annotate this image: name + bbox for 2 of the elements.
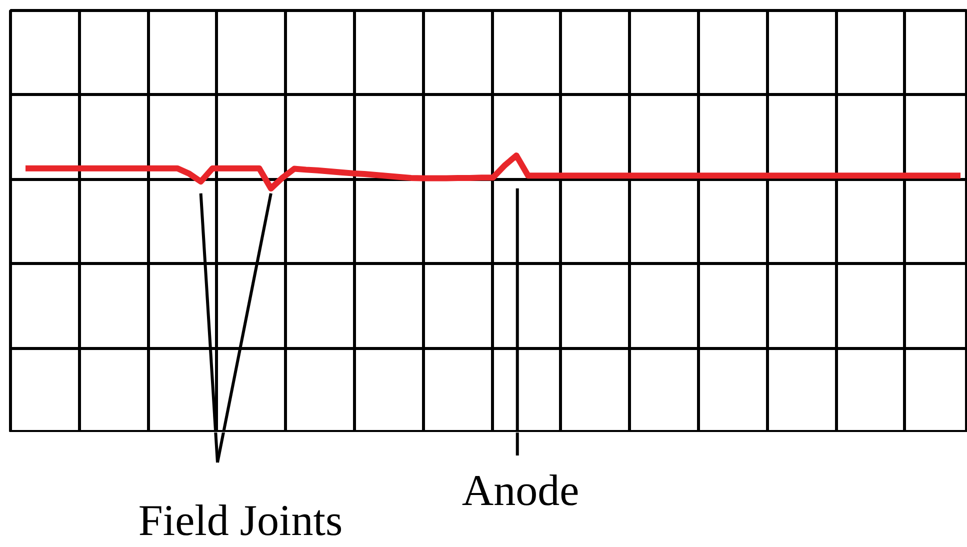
text: Field Joints	[138, 496, 343, 545]
text: Anode	[462, 466, 580, 515]
